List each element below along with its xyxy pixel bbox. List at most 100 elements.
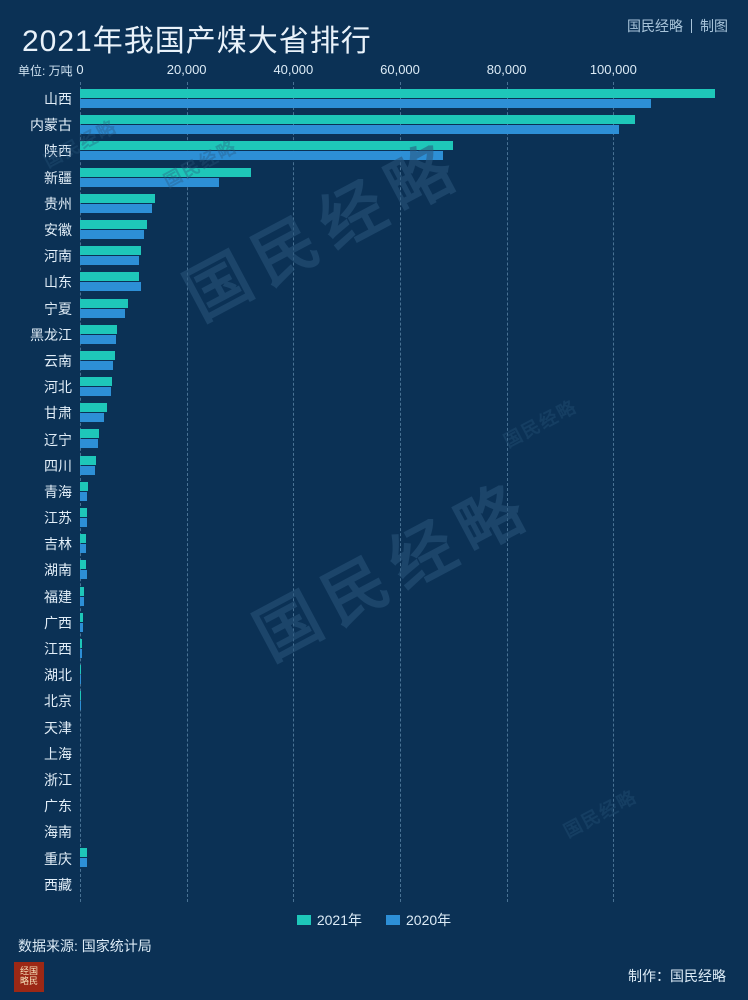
- bar-2020: [80, 230, 144, 239]
- bar-pair: [80, 479, 720, 505]
- bar-row: 湖北: [80, 662, 720, 688]
- bar-2020: [80, 570, 87, 579]
- unit-label: 单位: 万吨: [18, 62, 73, 79]
- bar-row: 辽宁: [80, 426, 720, 452]
- bar-2021: [80, 220, 147, 229]
- bar-2021: [80, 141, 453, 150]
- axis-tick-label: 40,000: [273, 62, 313, 77]
- brand-right: 制图: [700, 16, 728, 36]
- brand-left: 国民经略: [627, 16, 683, 36]
- category-label: 甘肃: [2, 403, 72, 423]
- bar-2020: [80, 282, 141, 291]
- bar-2020: [80, 99, 651, 108]
- chart-area: 020,00040,00060,00080,000100,000 山西内蒙古陕西…: [80, 62, 720, 902]
- bar-2020: [80, 256, 139, 265]
- bar-2020: [80, 649, 82, 658]
- bar-row: 青海: [80, 479, 720, 505]
- bar-row: 陕西: [80, 138, 720, 164]
- bar-pair: [80, 715, 720, 741]
- bar-row: 西藏: [80, 872, 720, 898]
- bar-2021: [80, 665, 81, 674]
- bar-2021: [80, 587, 84, 596]
- bar-2020: [80, 361, 113, 370]
- bar-row: 湖南: [80, 557, 720, 583]
- bar-pair: [80, 584, 720, 610]
- bar-pair: [80, 557, 720, 583]
- bar-2021: [80, 403, 107, 412]
- credit-label: 制作：国民经略: [628, 966, 726, 986]
- bar-2020: [80, 518, 87, 527]
- bar-row: 云南: [80, 348, 720, 374]
- bar-pair: [80, 426, 720, 452]
- bar-row: 安徽: [80, 217, 720, 243]
- bar-pair: [80, 610, 720, 636]
- bar-row: 河南: [80, 243, 720, 269]
- bar-row: 广东: [80, 793, 720, 819]
- category-label: 河北: [2, 377, 72, 397]
- bar-row: 四川: [80, 453, 720, 479]
- bar-2020: [80, 387, 111, 396]
- legend-swatch-2021: [297, 915, 311, 925]
- bar-2020: [80, 439, 98, 448]
- bar-row: 山东: [80, 269, 720, 295]
- bar-row: 北京: [80, 688, 720, 714]
- source-label: 数据来源: 国家统计局: [18, 936, 152, 956]
- category-label: 云南: [2, 351, 72, 371]
- bar-2020: [80, 623, 83, 632]
- axis-tick-label: 100,000: [590, 62, 637, 77]
- bar-2021: [80, 639, 82, 648]
- category-label: 辽宁: [2, 430, 72, 450]
- category-label: 福建: [2, 587, 72, 607]
- stamp-text: 经国 略民: [20, 967, 38, 987]
- category-label: 江西: [2, 639, 72, 659]
- category-label: 山西: [2, 89, 72, 109]
- category-label: 海南: [2, 822, 72, 842]
- stamp-icon: 经国 略民: [14, 962, 44, 992]
- bar-pair: [80, 505, 720, 531]
- bar-pair: [80, 138, 720, 164]
- legend-item-2021: 2021年: [297, 910, 362, 930]
- category-label: 天津: [2, 718, 72, 738]
- legend-swatch-2020: [386, 915, 400, 925]
- legend-item-2020: 2020年: [386, 910, 451, 930]
- category-label: 宁夏: [2, 299, 72, 319]
- category-label: 四川: [2, 456, 72, 476]
- bar-pair: [80, 165, 720, 191]
- bar-pair: [80, 86, 720, 112]
- category-label: 广东: [2, 796, 72, 816]
- bar-2020: [80, 204, 152, 213]
- bar-2020: [80, 309, 125, 318]
- axis-tick-label: 0: [76, 62, 83, 77]
- legend-label-2021: 2021年: [317, 910, 362, 930]
- bar-pair: [80, 767, 720, 793]
- category-label: 北京: [2, 691, 72, 711]
- page-title: 2021年我国产煤大省排行: [22, 16, 372, 60]
- bar-2021: [80, 848, 87, 857]
- category-label: 青海: [2, 482, 72, 502]
- bar-pair: [80, 269, 720, 295]
- category-label: 广西: [2, 613, 72, 633]
- bar-row: 甘肃: [80, 400, 720, 426]
- category-label: 安徽: [2, 220, 72, 240]
- divider-icon: [691, 19, 692, 33]
- bar-pair: [80, 112, 720, 138]
- category-label: 贵州: [2, 194, 72, 214]
- bar-pair: [80, 296, 720, 322]
- bar-2021: [80, 325, 117, 334]
- bar-pair: [80, 872, 720, 898]
- category-label: 新疆: [2, 168, 72, 188]
- bar-row: 吉林: [80, 531, 720, 557]
- bar-row: 广西: [80, 610, 720, 636]
- category-label: 浙江: [2, 770, 72, 790]
- axis-tick-label: 20,000: [167, 62, 207, 77]
- category-label: 陕西: [2, 141, 72, 161]
- bar-2021: [80, 456, 96, 465]
- category-label: 河南: [2, 246, 72, 266]
- bar-pair: [80, 322, 720, 348]
- bar-pair: [80, 217, 720, 243]
- bar-pair: [80, 636, 720, 662]
- category-label: 山东: [2, 272, 72, 292]
- bar-2020: [80, 597, 84, 606]
- bar-2021: [80, 351, 115, 360]
- bar-pair: [80, 793, 720, 819]
